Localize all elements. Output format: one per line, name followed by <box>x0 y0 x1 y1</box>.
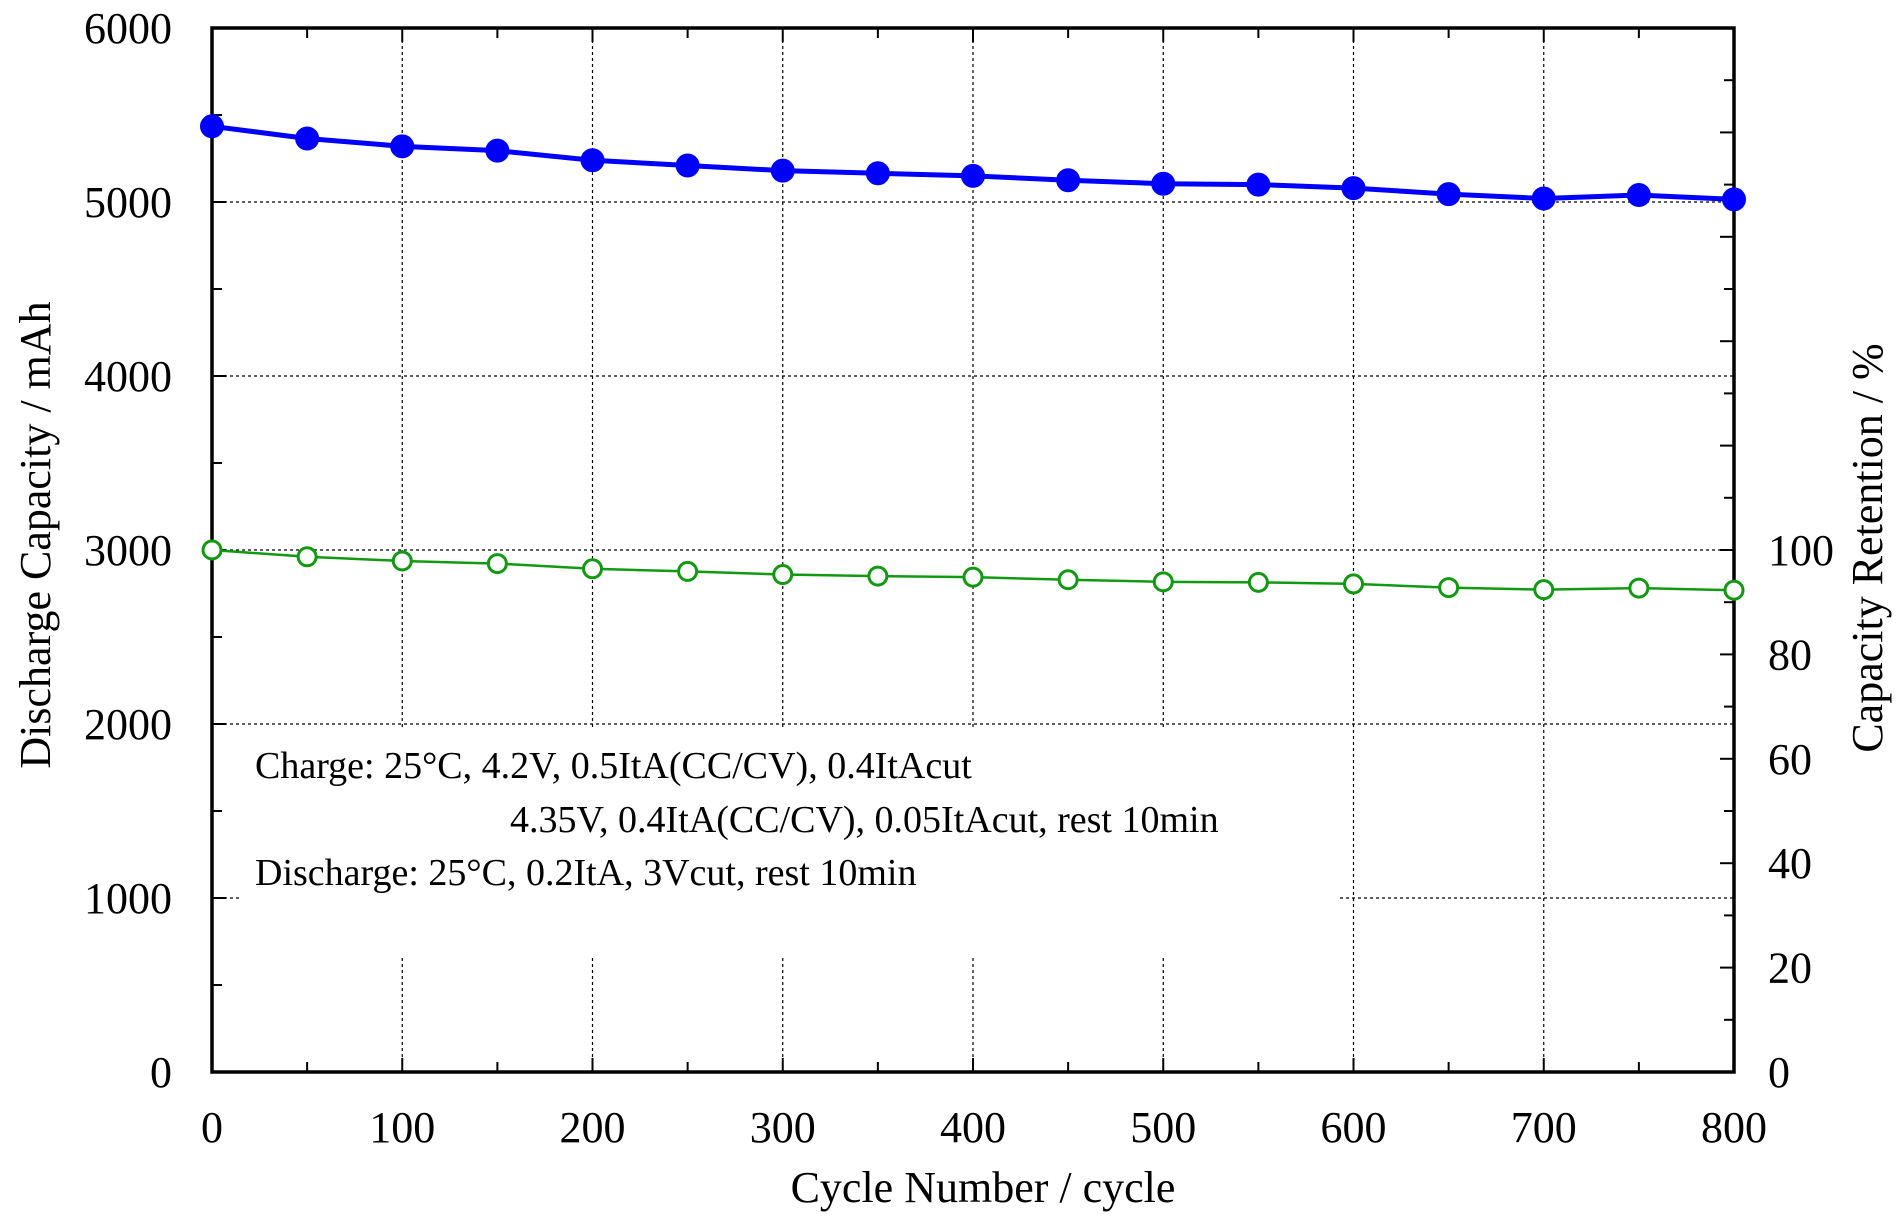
grid-lines <box>212 28 1734 1072</box>
y2-tick-label: 40 <box>1768 839 1812 888</box>
series-0-point <box>865 161 890 186</box>
y2-tick-label: 80 <box>1768 630 1812 679</box>
series-0-point <box>961 163 985 188</box>
x-tick-label: 800 <box>1701 1103 1767 1152</box>
y2-axis-label: Capacity Retention / % <box>1843 343 1892 752</box>
series-1-point <box>391 550 413 572</box>
series-0-point <box>675 153 700 178</box>
series-1-point <box>1533 579 1555 601</box>
x-tick-label: 700 <box>1511 1103 1577 1152</box>
series-0-point <box>1626 183 1651 208</box>
series-1-point <box>1057 569 1079 591</box>
series-1-point <box>1438 577 1460 599</box>
series-1-point <box>772 564 794 586</box>
series-0-point <box>1436 182 1461 207</box>
series-1-point <box>1152 571 1174 593</box>
x-tick-label: 400 <box>940 1103 1006 1152</box>
x-tick-label: 300 <box>750 1103 816 1152</box>
series-0-point <box>1722 187 1746 212</box>
x-tick-label: 600 <box>1321 1103 1387 1152</box>
series-1-point <box>486 553 508 575</box>
y2-tick-label: 0 <box>1768 1048 1790 1097</box>
annotation-line-discharge: Discharge: 25°C, 0.2ItA, 3Vcut, rest 10m… <box>255 852 916 894</box>
y-tick-label: 4000 <box>84 352 172 401</box>
series-1-point <box>867 565 889 587</box>
annotation-box: Charge: 25°C, 4.2V, 0.5ItA(CC/CV), 0.4It… <box>255 745 1219 894</box>
y-tick-label: 5000 <box>84 178 172 227</box>
series-0-point <box>1341 176 1366 201</box>
series-1-point <box>1247 571 1269 593</box>
series-1-point <box>962 566 984 588</box>
series-0-point <box>1531 186 1556 211</box>
y2-tick-label: 100 <box>1768 526 1834 575</box>
y-tick-label: 3000 <box>84 526 172 575</box>
series-1-point <box>296 546 318 568</box>
y2-tick-label: 20 <box>1768 944 1812 993</box>
x-tick-label: 100 <box>369 1103 435 1152</box>
series-0-point <box>390 134 415 159</box>
series-layer <box>200 114 1746 601</box>
series-0-point <box>295 126 320 151</box>
annotation-background <box>240 728 1340 956</box>
series-0-point <box>580 148 605 173</box>
y2-tick-labels: 0 20 40 60 80 100 <box>1768 526 1834 1097</box>
series-1-point <box>201 539 223 561</box>
x-tick-label: 0 <box>201 1103 223 1152</box>
x-tick-labels: 0 100 200 300 400 500 600 700 800 <box>201 1103 1767 1152</box>
series-1-point <box>1343 573 1364 595</box>
annotation-line-charge-2: 4.35V, 0.4ItA(CC/CV), 0.05ItAcut, rest 1… <box>510 799 1219 841</box>
series-0-point <box>200 114 224 139</box>
series-0-point <box>1056 168 1081 193</box>
x-tick-label: 500 <box>1130 1103 1196 1152</box>
x-axis-label: Cycle Number / cycle <box>791 1163 1176 1212</box>
y-tick-label: 6000 <box>84 4 172 53</box>
y-tick-label: 1000 <box>84 874 172 923</box>
series-1-point <box>1723 579 1745 601</box>
annotation-line-charge: Charge: 25°C, 4.2V, 0.5ItA(CC/CV), 0.4It… <box>255 745 972 787</box>
series-0-point <box>1151 171 1176 196</box>
y-axis-label: Discharge Capacity / mAh <box>11 301 60 768</box>
series-0-point <box>770 158 795 183</box>
y2-tick-label: 60 <box>1768 735 1812 784</box>
minor-ticks <box>211 27 1735 1073</box>
series-1-point <box>1628 577 1650 599</box>
series-1-point <box>582 558 603 580</box>
series-1-point <box>677 560 699 582</box>
y-tick-labels: 0 1000 2000 3000 4000 5000 6000 <box>84 4 172 1097</box>
y-tick-label: 2000 <box>84 700 172 749</box>
x-tick-label: 200 <box>560 1103 626 1152</box>
y-tick-label: 0 <box>150 1048 172 1097</box>
series-0-point <box>1246 172 1271 197</box>
series-0-point <box>485 138 510 163</box>
